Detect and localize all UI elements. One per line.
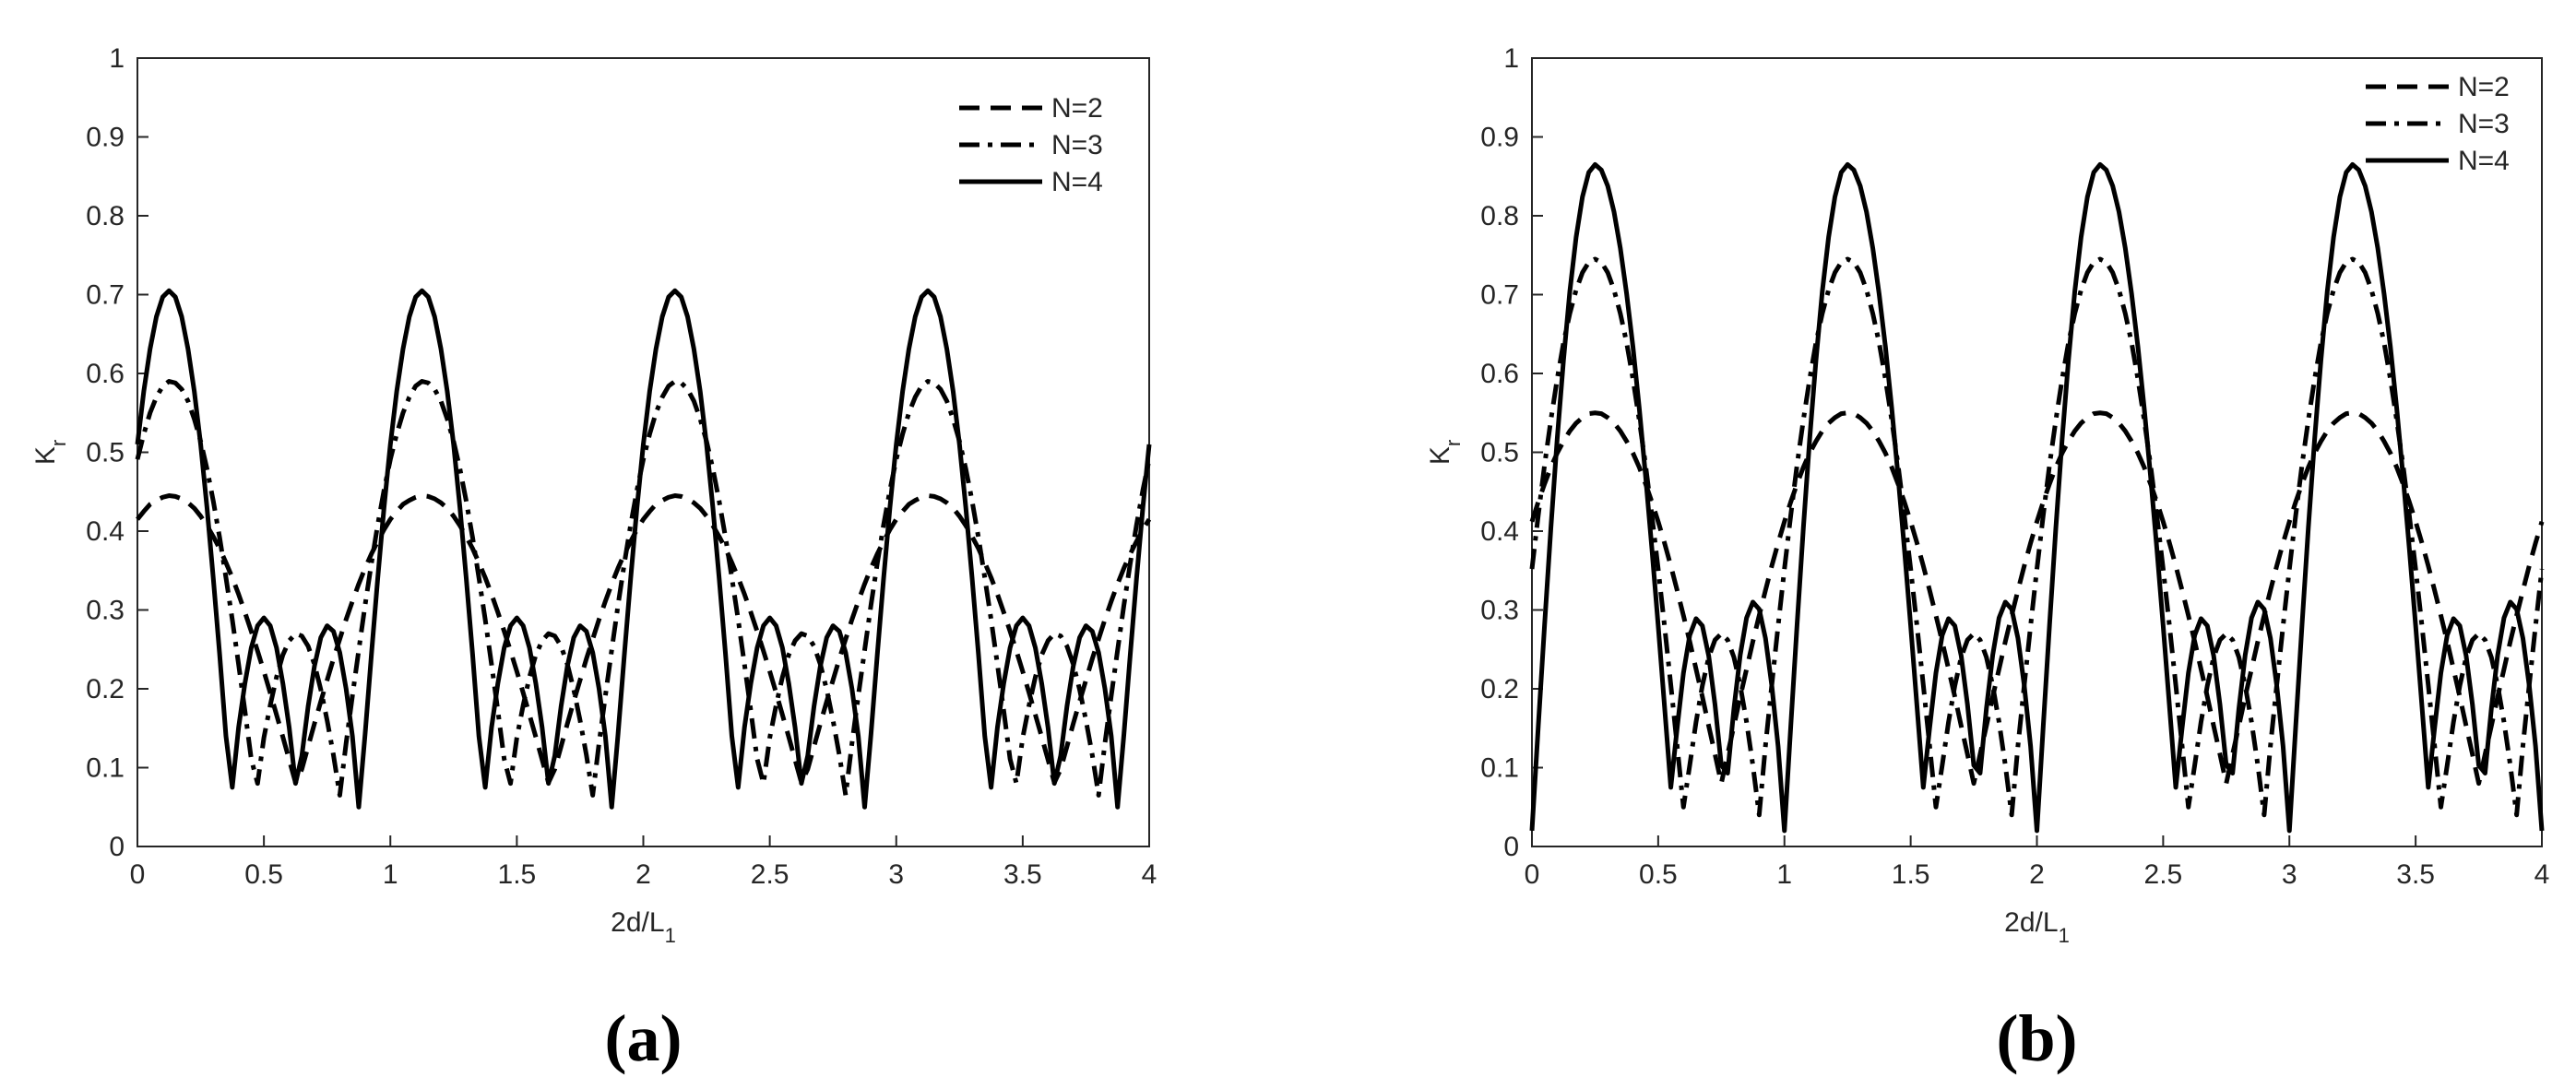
x-tick-label: 0 <box>130 859 146 890</box>
x-axis-label-sub: 1 <box>2059 924 2070 947</box>
x-tick-label: 3 <box>2282 859 2297 890</box>
y-tick-label: 0.4 <box>86 516 125 547</box>
y-tick-label: 0.7 <box>1480 280 1519 311</box>
x-tick-label: 1 <box>383 859 398 890</box>
y-tick-label: 0.6 <box>86 359 125 389</box>
y-tick-label: 0.2 <box>86 674 125 704</box>
x-tick-label: 1.5 <box>1892 859 1930 890</box>
panel-label: (b) <box>1997 1001 2078 1075</box>
y-axis-label: Kr <box>30 440 70 465</box>
y-tick-label: 1 <box>1503 43 1519 74</box>
y-axis-label-sub: r <box>47 440 70 446</box>
legend-label: N=4 <box>1051 167 1103 197</box>
y-tick-label: 0.1 <box>1480 753 1519 784</box>
x-tick-label: 4 <box>2534 859 2550 890</box>
panel-label: (a) <box>605 1001 683 1075</box>
x-tick-label: 0.5 <box>244 859 283 890</box>
y-tick-label: 0.9 <box>86 123 125 153</box>
y-axis-label-main: K <box>30 446 61 465</box>
x-tick-label: 4 <box>1142 859 1157 890</box>
x-axis-label-main: 2d/L <box>611 907 664 938</box>
series-line <box>135 288 1152 810</box>
x-tick-label: 0 <box>1525 859 1540 890</box>
y-tick-label: 0 <box>109 832 125 862</box>
panel: 0 0.5 1 1.5 2 2.5 3 3.5 4 0 0.1 0.2 0.3 0.4 0.5 0.6 0.7 0… <box>1425 43 2549 1075</box>
x-axis-label: 2d/L1 <box>611 907 676 947</box>
x-tick-label: 1.5 <box>498 859 537 890</box>
y-tick-label: 0.4 <box>1480 516 1519 547</box>
y-tick-label: 1 <box>109 43 125 74</box>
y-tick-label: 0.3 <box>86 596 125 626</box>
plot-area <box>1531 57 2543 847</box>
y-tick-label: 0.8 <box>86 201 125 231</box>
x-tick-label: 2.5 <box>2144 859 2183 890</box>
x-axis-label-sub: 1 <box>665 924 676 947</box>
x-tick-label: 2 <box>635 859 651 890</box>
y-tick-label: 0 <box>1503 832 1519 862</box>
y-tick-label: 0.5 <box>1480 438 1519 468</box>
legend-label: N=3 <box>1051 130 1103 160</box>
y-tick-label: 0.7 <box>86 280 125 311</box>
panel: 0 0.5 1 1.5 2 2.5 3 3.5 4 0 0.1 0.2 0.3 0.4 0.5 0.6 0.7 0… <box>30 43 1157 1075</box>
y-tick-label: 0.5 <box>86 438 125 468</box>
legend-label: N=4 <box>2458 146 2510 176</box>
legend-label: N=2 <box>2458 72 2510 102</box>
y-axis-label-sub: r <box>1442 440 1465 446</box>
x-tick-label: 0.5 <box>1639 859 1678 890</box>
y-axis-label: Kr <box>1425 440 1465 465</box>
x-tick-label: 3 <box>888 859 904 890</box>
y-tick-label: 0.8 <box>1480 201 1519 231</box>
y-tick-label: 0.3 <box>1480 596 1519 626</box>
series-line <box>1529 161 2545 834</box>
y-axis-label-main: K <box>1425 446 1455 465</box>
x-axis-label-main: 2d/L <box>2004 907 2058 938</box>
y-tick-label: 0.6 <box>1480 359 1519 389</box>
x-tick-label: 2.5 <box>751 859 789 890</box>
y-tick-label: 0.9 <box>1480 123 1519 153</box>
x-tick-label: 1 <box>1776 859 1792 890</box>
legend-label: N=2 <box>1051 93 1103 124</box>
y-tick-label: 0.2 <box>1480 674 1519 704</box>
x-axis-label: 2d/L1 <box>2004 907 2070 947</box>
x-tick-label: 2 <box>2029 859 2045 890</box>
series-line <box>1529 256 2545 818</box>
x-tick-label: 3.5 <box>2396 859 2435 890</box>
y-tick-label: 0.1 <box>86 753 125 784</box>
x-tick-label: 3.5 <box>1003 859 1042 890</box>
legend-label: N=3 <box>2458 109 2510 139</box>
series-line <box>1529 410 2545 787</box>
